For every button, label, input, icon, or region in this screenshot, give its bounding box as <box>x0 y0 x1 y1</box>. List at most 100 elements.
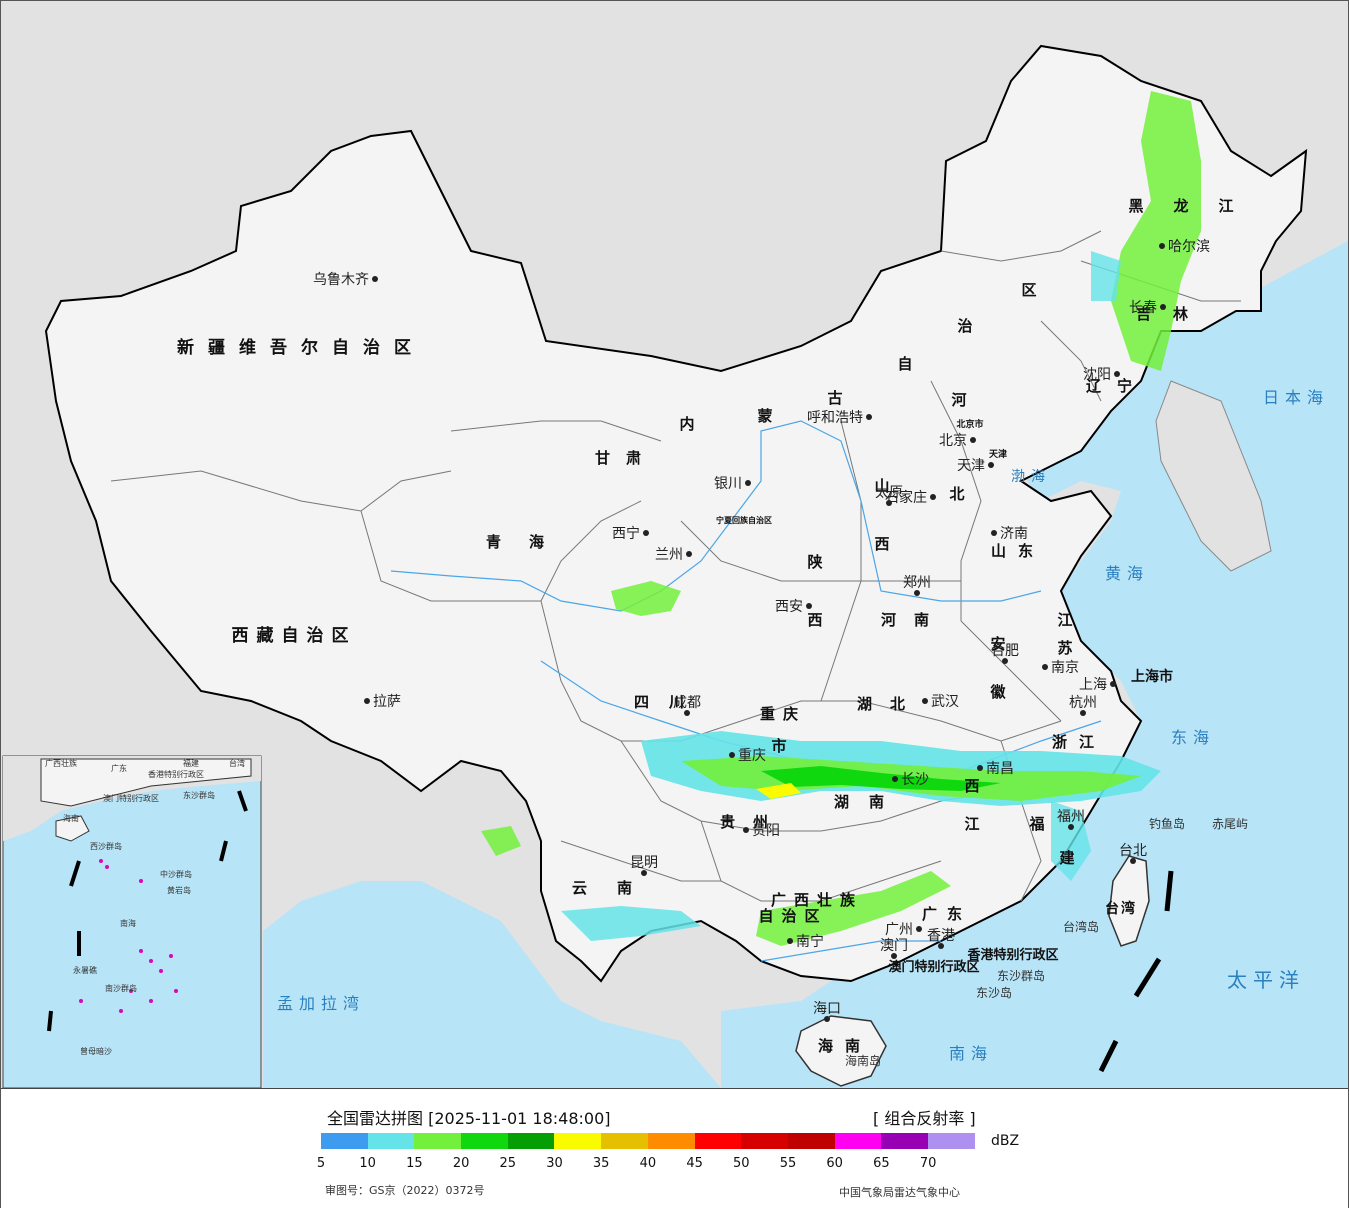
province-label: 广西壮族 <box>771 891 863 909</box>
city-label: 广州 <box>885 922 913 938</box>
city-label: 福州 <box>1057 809 1085 825</box>
province-label: 香港特别行政区 <box>966 947 1058 963</box>
inset-label: 西沙群岛 <box>90 841 122 851</box>
legend-tick-label: 10 <box>359 1156 376 1171</box>
inset-label: 福建 <box>183 758 199 768</box>
city-marker <box>866 414 872 420</box>
legend-swatch <box>694 1133 742 1149</box>
city-label: 澳门 <box>880 938 908 954</box>
province-label: 古 <box>827 389 850 407</box>
city-marker <box>977 765 983 771</box>
province-label: 海南 <box>818 1037 872 1055</box>
province-label: 四川 <box>634 693 704 711</box>
sea-label: 黄海 <box>1105 564 1149 583</box>
inset-label: 广东 <box>111 763 127 773</box>
city-label: 天津 <box>957 458 985 474</box>
province-label: 区 <box>1021 281 1044 299</box>
province-label: 苏 <box>1057 639 1080 657</box>
legend-tick-label: 60 <box>826 1156 843 1171</box>
inset-label: 海南 <box>63 813 79 823</box>
legend-tick-label: 45 <box>686 1156 703 1171</box>
legend-tick-label: 70 <box>919 1156 937 1171</box>
city-marker <box>914 590 920 596</box>
inset-label: 广西壮族 <box>45 758 77 768</box>
province-label: 治 <box>957 317 980 335</box>
legend-color-bar <box>321 1133 975 1149</box>
province-label: 自治区 <box>758 907 827 925</box>
city-label: 兰州 <box>655 547 683 563</box>
province-label: 山 <box>874 477 897 495</box>
sea-label: 太平洋 <box>1227 968 1305 992</box>
taiwan-island-shape <box>1108 855 1150 947</box>
city-marker <box>824 1016 830 1022</box>
province-label: 江 <box>964 815 987 833</box>
legend-swatch <box>414 1133 462 1149</box>
inset-label: 中沙群岛 <box>160 869 192 879</box>
city-label: 济南 <box>1000 526 1028 542</box>
legend-swatch <box>927 1133 975 1149</box>
inset-label: 永暑礁 <box>73 965 97 975</box>
south-china-sea-inset <box>2 755 262 1088</box>
legend-tick-label: 5 <box>316 1156 326 1171</box>
city-marker <box>970 437 976 443</box>
inset-label: 南沙群岛 <box>105 983 137 993</box>
legend-swatch <box>881 1133 928 1149</box>
city-marker <box>686 551 692 557</box>
ocean-bay-of-bengal <box>263 881 721 1088</box>
sea-label: 渤海 <box>1011 469 1051 485</box>
province-label: 湖南 <box>834 793 904 811</box>
province-label: 宁夏回族自治区 <box>716 515 772 525</box>
echo-yunnan <box>561 906 701 941</box>
province-label: 建 <box>1059 849 1082 867</box>
city-marker <box>372 276 378 282</box>
city-label: 拉萨 <box>373 694 401 710</box>
city-marker <box>1002 658 1008 664</box>
province-label: 黑龙江 <box>1128 197 1263 215</box>
inset-label: 澳门特别行政区 <box>103 793 159 803</box>
city-label: 石家庄 <box>885 489 927 506</box>
city-label: 西安 <box>775 599 803 615</box>
island-label: 东沙群岛 <box>997 968 1045 983</box>
city-label: 郑州 <box>903 575 931 591</box>
city-label: 重庆 <box>738 748 766 764</box>
legend-swatch <box>647 1133 695 1149</box>
city-marker <box>745 480 751 486</box>
legend-tick-label: 50 <box>733 1156 750 1171</box>
province-label: 云南 <box>572 879 662 897</box>
inset-label: 南海 <box>120 918 136 928</box>
city-marker <box>891 953 897 959</box>
city-label: 银川 <box>714 476 742 492</box>
sea-label: 东海 <box>1171 728 1215 747</box>
legend-swatch <box>367 1133 415 1149</box>
legend-tick-label: 40 <box>639 1156 657 1171</box>
china-landmass <box>44 44 1308 983</box>
legend-title: 全国雷达拼图 [2025-11-01 18:48:00] <box>327 1109 611 1128</box>
radar-echoes <box>481 91 1201 946</box>
nine-dash-line <box>1098 870 1174 1073</box>
city-label: 贵阳 <box>752 823 780 839</box>
province-label: 江 <box>1057 611 1080 629</box>
city-marker <box>641 870 647 876</box>
city-label: 西宁 <box>612 525 640 542</box>
city-label: 南京 <box>1051 660 1079 676</box>
echo-guangxi <box>756 871 951 946</box>
province-label: 西藏自治区 <box>232 625 357 646</box>
province-label: 河南 <box>881 611 947 629</box>
city-marker <box>991 530 997 536</box>
legend-swatch <box>601 1133 648 1149</box>
province-label: 陕 <box>807 553 830 571</box>
legend-tick-label: 65 <box>873 1156 890 1171</box>
province-label: 吉林 <box>1136 305 1210 323</box>
city-label: 南昌 <box>986 761 1014 777</box>
city-label: 昆明 <box>630 855 658 871</box>
legend-swatch <box>741 1133 788 1149</box>
city-label: 长沙 <box>901 772 929 788</box>
province-label: 安 <box>990 635 1013 653</box>
city-marker <box>930 494 936 500</box>
province-label: 澳门特别行政区 <box>888 959 979 975</box>
province-label: 山东 <box>991 542 1045 560</box>
province-label: 西 <box>807 611 830 629</box>
city-marker <box>729 752 735 758</box>
